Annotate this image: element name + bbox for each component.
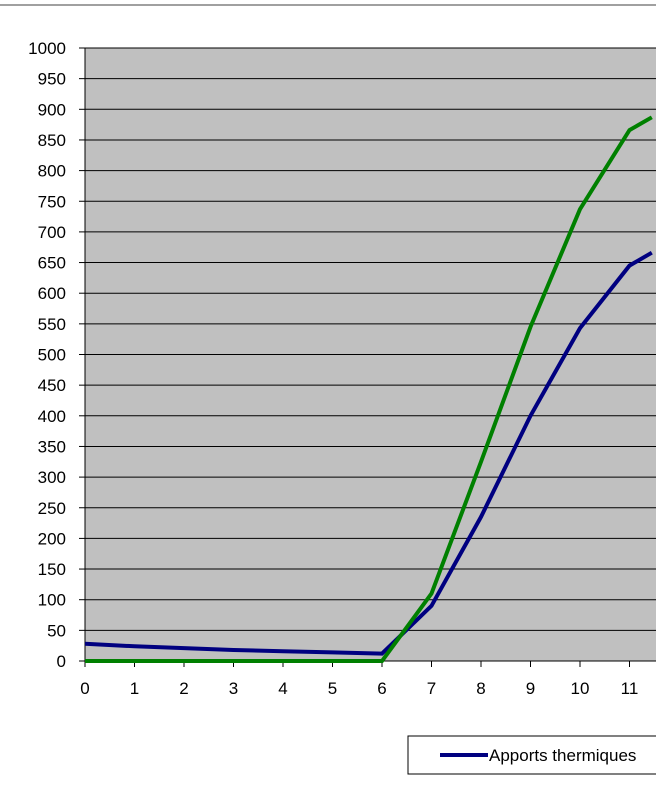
y-tick-label: 950 — [38, 70, 66, 89]
y-tick-label: 750 — [38, 192, 66, 211]
x-tick-label: 3 — [229, 679, 238, 698]
y-tick-label: 1000 — [28, 39, 66, 58]
y-tick-label: 50 — [47, 621, 66, 640]
legend: Apports thermiques — [407, 735, 656, 775]
y-tick-label: 250 — [38, 499, 66, 518]
x-tick-label: 8 — [476, 679, 485, 698]
y-tick-label: 550 — [38, 315, 66, 334]
x-axis-ticks: 0 1 2 3 4 5 6 7 8 9 10 11 — [80, 661, 638, 698]
x-tick-label: 0 — [80, 679, 89, 698]
y-tick-label: 350 — [38, 437, 66, 456]
x-tick-label: 11 — [621, 679, 639, 698]
x-tick-label: 1 — [130, 679, 139, 698]
series-line-apports-thermiques — [84, 250, 653, 656]
y-tick-label: 300 — [38, 468, 66, 487]
y-tick-label: 700 — [38, 223, 66, 242]
x-tick-label: 10 — [571, 679, 590, 698]
x-tick-label: 9 — [526, 679, 535, 698]
x-tick-label: 4 — [278, 679, 287, 698]
x-tick-label: 7 — [427, 679, 436, 698]
y-tick-label: 500 — [38, 346, 66, 365]
y-tick-label: 400 — [38, 407, 66, 426]
y-tick-label: 900 — [38, 100, 66, 119]
y-tick-label: 850 — [38, 131, 66, 150]
series-lines — [84, 115, 653, 663]
y-tick-label: 600 — [38, 284, 66, 303]
legend-label-apports-thermiques: Apports thermiques — [489, 746, 636, 765]
y-tick-label: 450 — [38, 376, 66, 395]
y-tick-label: 800 — [38, 162, 66, 181]
y-axis-ticks: 0 50 100 150 200 250 300 350 400 450 500 550 600 650 7… — [28, 39, 85, 671]
y-tick-label: 200 — [38, 529, 66, 548]
y-tick-label: 100 — [38, 591, 66, 610]
x-tick-label: 5 — [328, 679, 337, 698]
y-tick-label: 0 — [57, 652, 66, 671]
x-tick-label: 2 — [179, 679, 188, 698]
x-tick-label: 6 — [377, 679, 386, 698]
y-tick-label: 150 — [38, 560, 66, 579]
y-tick-label: 650 — [38, 254, 66, 273]
series-line-green — [85, 115, 653, 663]
